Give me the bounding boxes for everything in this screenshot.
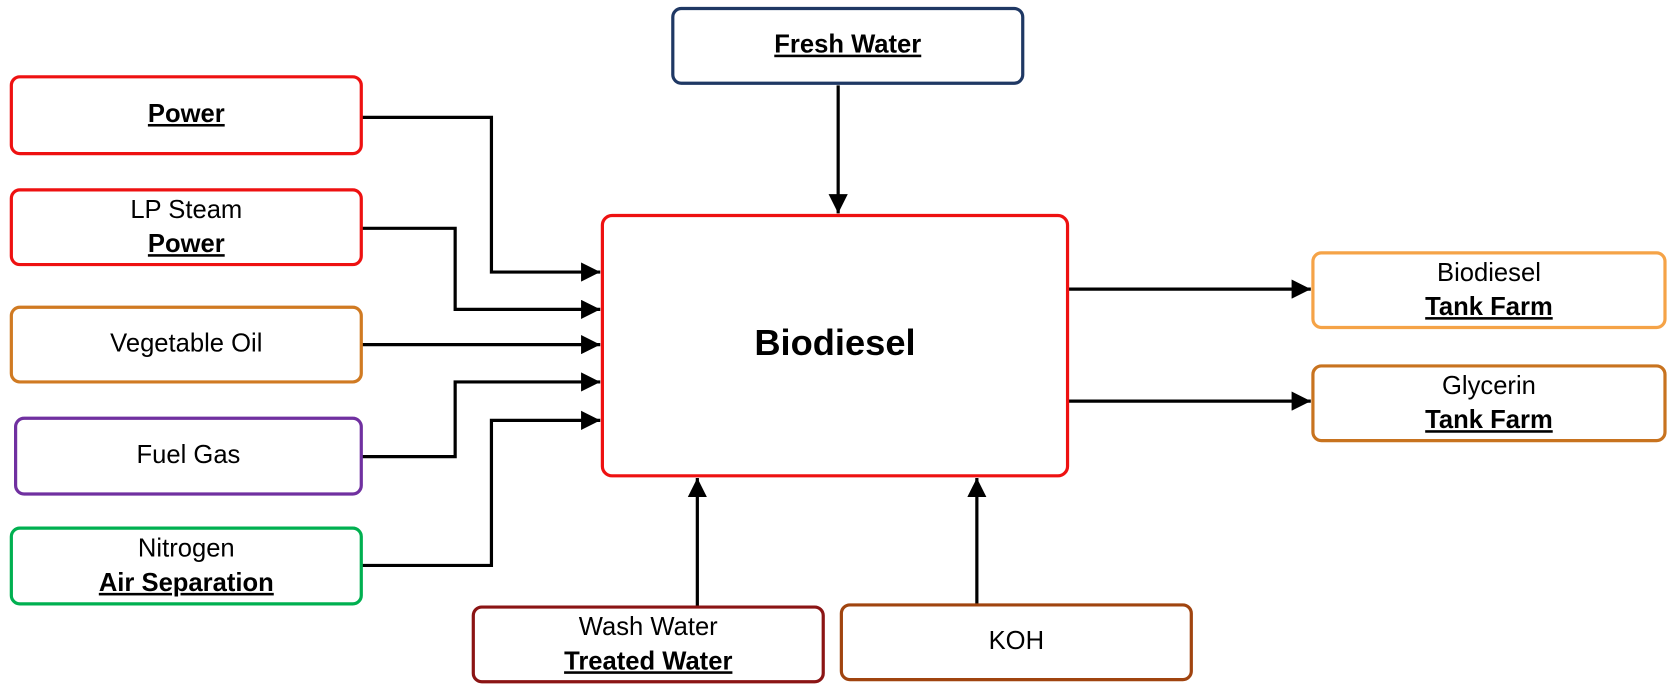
node-label: Vegetable Oil [110, 329, 262, 357]
node-label: Nitrogen [138, 535, 235, 563]
center-label: Biodiesel [754, 322, 915, 363]
node-link: Air Separation [99, 569, 274, 597]
node-box [9, 305, 363, 384]
node-box [1311, 251, 1667, 330]
node-label: Biodiesel [1437, 259, 1541, 287]
node-box [1311, 364, 1667, 443]
node-box [9, 188, 363, 267]
node-box [9, 526, 363, 606]
center-box [600, 213, 1070, 478]
node-label: KOH [989, 627, 1044, 655]
node-label: Wash Water [579, 613, 718, 641]
arrow [361, 226, 601, 319]
node-label: Glycerin [1442, 372, 1536, 400]
node-box [671, 6, 1025, 85]
node-link: Fresh Water [774, 31, 921, 59]
node-link: Power [148, 100, 225, 128]
node-label: LP Steam [130, 196, 242, 224]
node-box [471, 605, 825, 684]
node-label: Fuel Gas [137, 441, 241, 469]
node-link: Power [148, 230, 225, 258]
node-box [14, 416, 363, 496]
arrow [361, 115, 601, 282]
node-link: Tank Farm [1425, 293, 1553, 321]
arrow [361, 372, 601, 459]
arrow [361, 410, 601, 568]
node-box [839, 603, 1193, 682]
wires [361, 85, 1311, 608]
node-link: Tank Farm [1425, 406, 1553, 434]
node-box [9, 75, 363, 156]
node-link: Treated Water [564, 647, 732, 675]
